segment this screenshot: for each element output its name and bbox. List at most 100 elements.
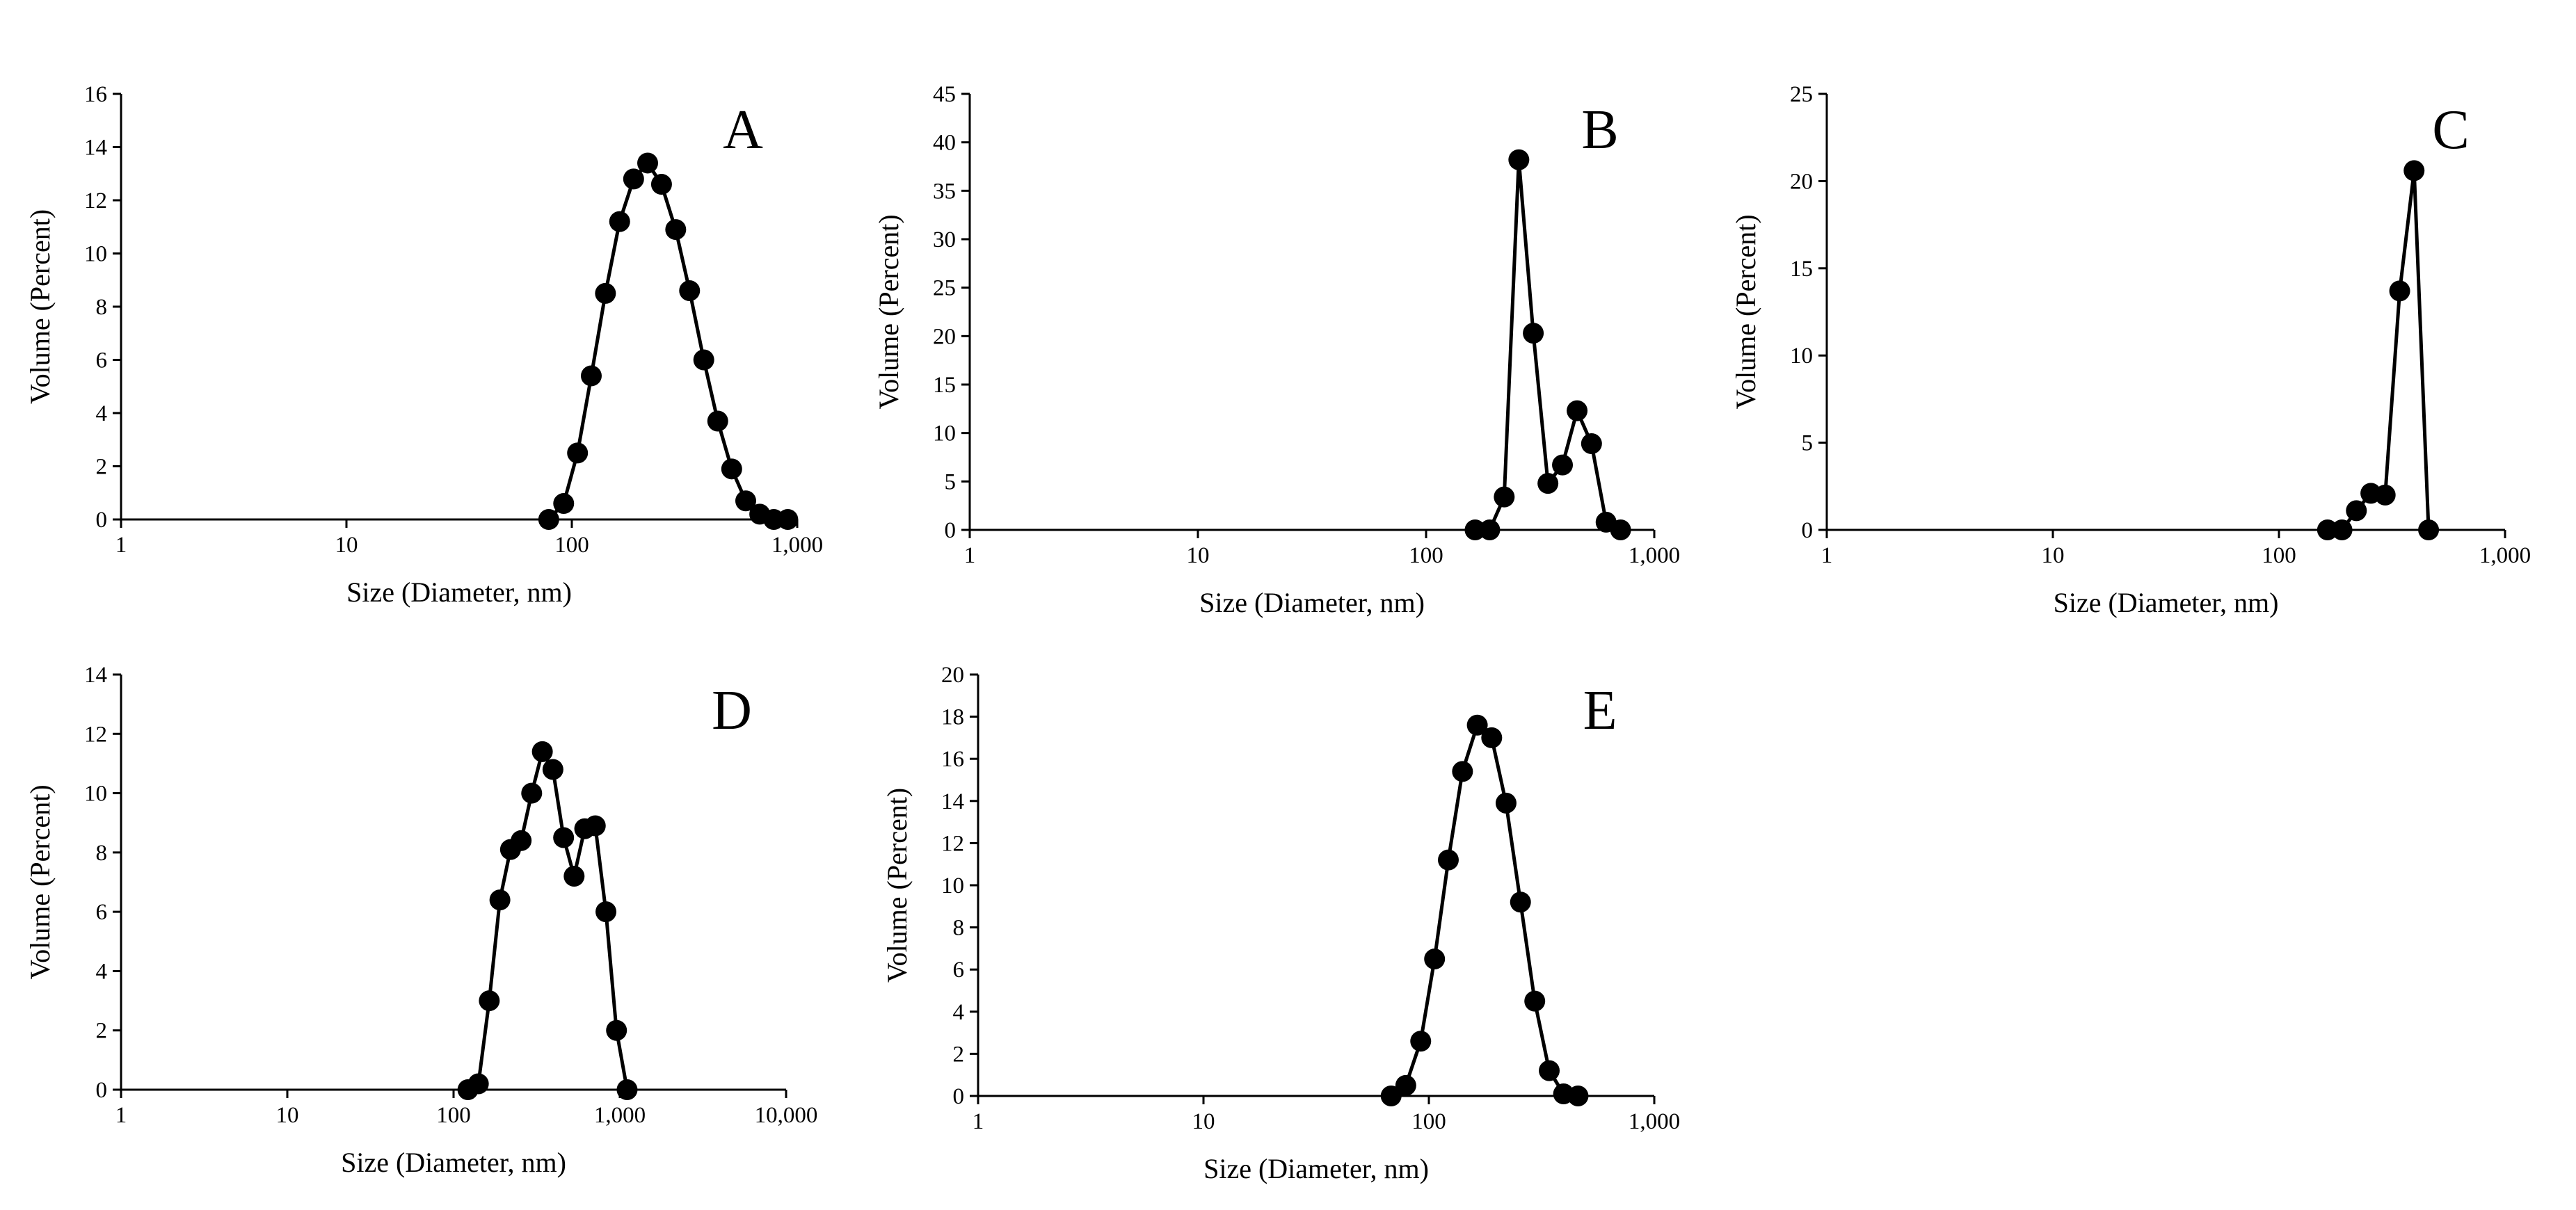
data-point	[1452, 761, 1473, 782]
y-tick-label: 2	[96, 1019, 108, 1044]
data-point	[1524, 990, 1546, 1012]
data-point	[1395, 1074, 1416, 1096]
x-tick-label: 1	[1821, 543, 1833, 568]
data-point	[693, 349, 714, 371]
data-point	[489, 889, 511, 911]
y-tick-label: 8	[96, 295, 108, 320]
y-tick-label: 0	[96, 508, 108, 533]
y-tick-label: 45	[933, 82, 956, 107]
data-point	[580, 365, 602, 387]
x-tick-label: 10	[335, 533, 358, 558]
x-tick-label: 1,000	[2479, 543, 2531, 568]
y-axis-title: Volume (Percent)	[24, 784, 56, 979]
y-tick-label: 4	[96, 959, 108, 984]
x-tick-label: 10,000	[755, 1103, 818, 1128]
data-point	[1567, 1086, 1589, 1106]
data-point	[1539, 1060, 1560, 1081]
data-point	[595, 282, 616, 304]
x-tick-label: 10	[276, 1103, 299, 1128]
data-point	[1523, 323, 1544, 344]
data-point	[1464, 519, 1486, 540]
y-tick-label: 16	[84, 82, 107, 107]
data-point	[1537, 473, 1559, 494]
x-tick-label: 10	[2042, 543, 2065, 568]
y-tick-label: 5	[1802, 431, 1814, 456]
y-tick-label: 8	[96, 841, 108, 866]
y-tick-label: 14	[941, 789, 964, 814]
data-point	[1466, 714, 1488, 736]
data-point	[1510, 892, 1531, 913]
y-tick-label: 14	[84, 136, 107, 161]
x-tick-label: 100	[1409, 543, 1443, 568]
y-tick-label: 35	[933, 179, 956, 204]
y-tick-label: 2	[96, 455, 108, 480]
y-tick-label: 10	[933, 421, 956, 446]
data-point	[538, 509, 559, 530]
data-point	[1581, 433, 1602, 454]
y-tick-label: 16	[941, 747, 964, 772]
panel-label: B	[1581, 99, 1618, 161]
x-tick-label: 100	[554, 533, 589, 558]
data-point	[2389, 280, 2410, 302]
data-point	[542, 759, 563, 780]
data-point	[553, 493, 575, 515]
series-line	[2327, 168, 2431, 532]
y-tick-label: 8	[953, 916, 965, 941]
data-point	[567, 442, 589, 464]
data-point	[1494, 486, 1515, 508]
data-point	[595, 901, 617, 923]
x-tick-label: 1	[115, 1103, 127, 1128]
y-axis-title: Volume (Percent)	[1730, 214, 1761, 409]
y-tick-label: 6	[953, 958, 965, 983]
data-point	[777, 509, 799, 530]
data-point	[1437, 849, 1459, 871]
data-point	[735, 490, 756, 512]
y-tick-label: 10	[1790, 344, 1813, 369]
x-axis-title: Size (Diameter, nm)	[1199, 587, 1425, 618]
panel-a: 0 2 4 6 8 10 12 14 16 1 10 100 1,000 Size (Diameter, …	[24, 82, 823, 608]
data-point	[1380, 1086, 1402, 1106]
x-tick-label: 1,000	[594, 1103, 646, 1128]
y-tick-label: 10	[84, 242, 107, 267]
x-tick-label: 100	[1411, 1109, 1446, 1134]
y-axis-title: Volume (Percent)	[24, 209, 56, 404]
y-tick-label: 5	[945, 469, 957, 494]
data-point	[1567, 400, 1588, 421]
data-point	[2317, 519, 2338, 540]
data-point	[609, 211, 630, 232]
y-tick-label: 20	[933, 324, 956, 349]
data-point	[2346, 500, 2367, 522]
y-tick-label: 25	[1790, 82, 1813, 107]
y-tick-label: 12	[84, 722, 107, 747]
panel-d: 0 2 4 6 8 10 12 14 1 10 100 1,000 10,000 Size (Diamet…	[24, 663, 817, 1178]
panel-label: E	[1583, 680, 1617, 741]
data-point	[479, 990, 500, 1012]
data-point	[553, 827, 575, 848]
data-point	[1508, 149, 1530, 170]
x-tick-label: 1	[964, 543, 976, 568]
x-tick-label: 1,000	[771, 533, 823, 558]
data-point	[467, 1073, 489, 1095]
y-tick-label: 0	[945, 518, 957, 543]
x-tick-label: 1	[115, 533, 127, 558]
data-point	[2418, 519, 2440, 540]
x-axis-title: Size (Diameter, nm)	[341, 1147, 566, 1178]
series-line	[547, 161, 788, 522]
panel-e: 0 2 4 6 8 10 12 14 16 18 20 1 10 100 1,000 Size (Diamet…	[881, 663, 1680, 1184]
data-point	[1495, 792, 1517, 814]
y-tick-label: 14	[84, 663, 107, 688]
data-point	[616, 1079, 638, 1100]
panel-label: A	[723, 99, 763, 161]
x-tick-label: 100	[436, 1103, 471, 1128]
panel-b: 0 5 10 15 20 25 30 35 40 45 1 10 100 1,000 Size (Diame…	[873, 82, 1680, 618]
y-tick-label: 15	[1790, 257, 1813, 282]
data-point	[1410, 1031, 1432, 1052]
y-tick-label: 10	[941, 873, 964, 898]
data-point	[2403, 160, 2425, 182]
x-tick-label: 1,000	[1629, 543, 1680, 568]
x-tick-label: 10	[1187, 543, 1210, 568]
y-tick-label: 12	[84, 188, 107, 213]
y-tick-label: 40	[933, 131, 956, 156]
data-point	[1481, 727, 1503, 748]
